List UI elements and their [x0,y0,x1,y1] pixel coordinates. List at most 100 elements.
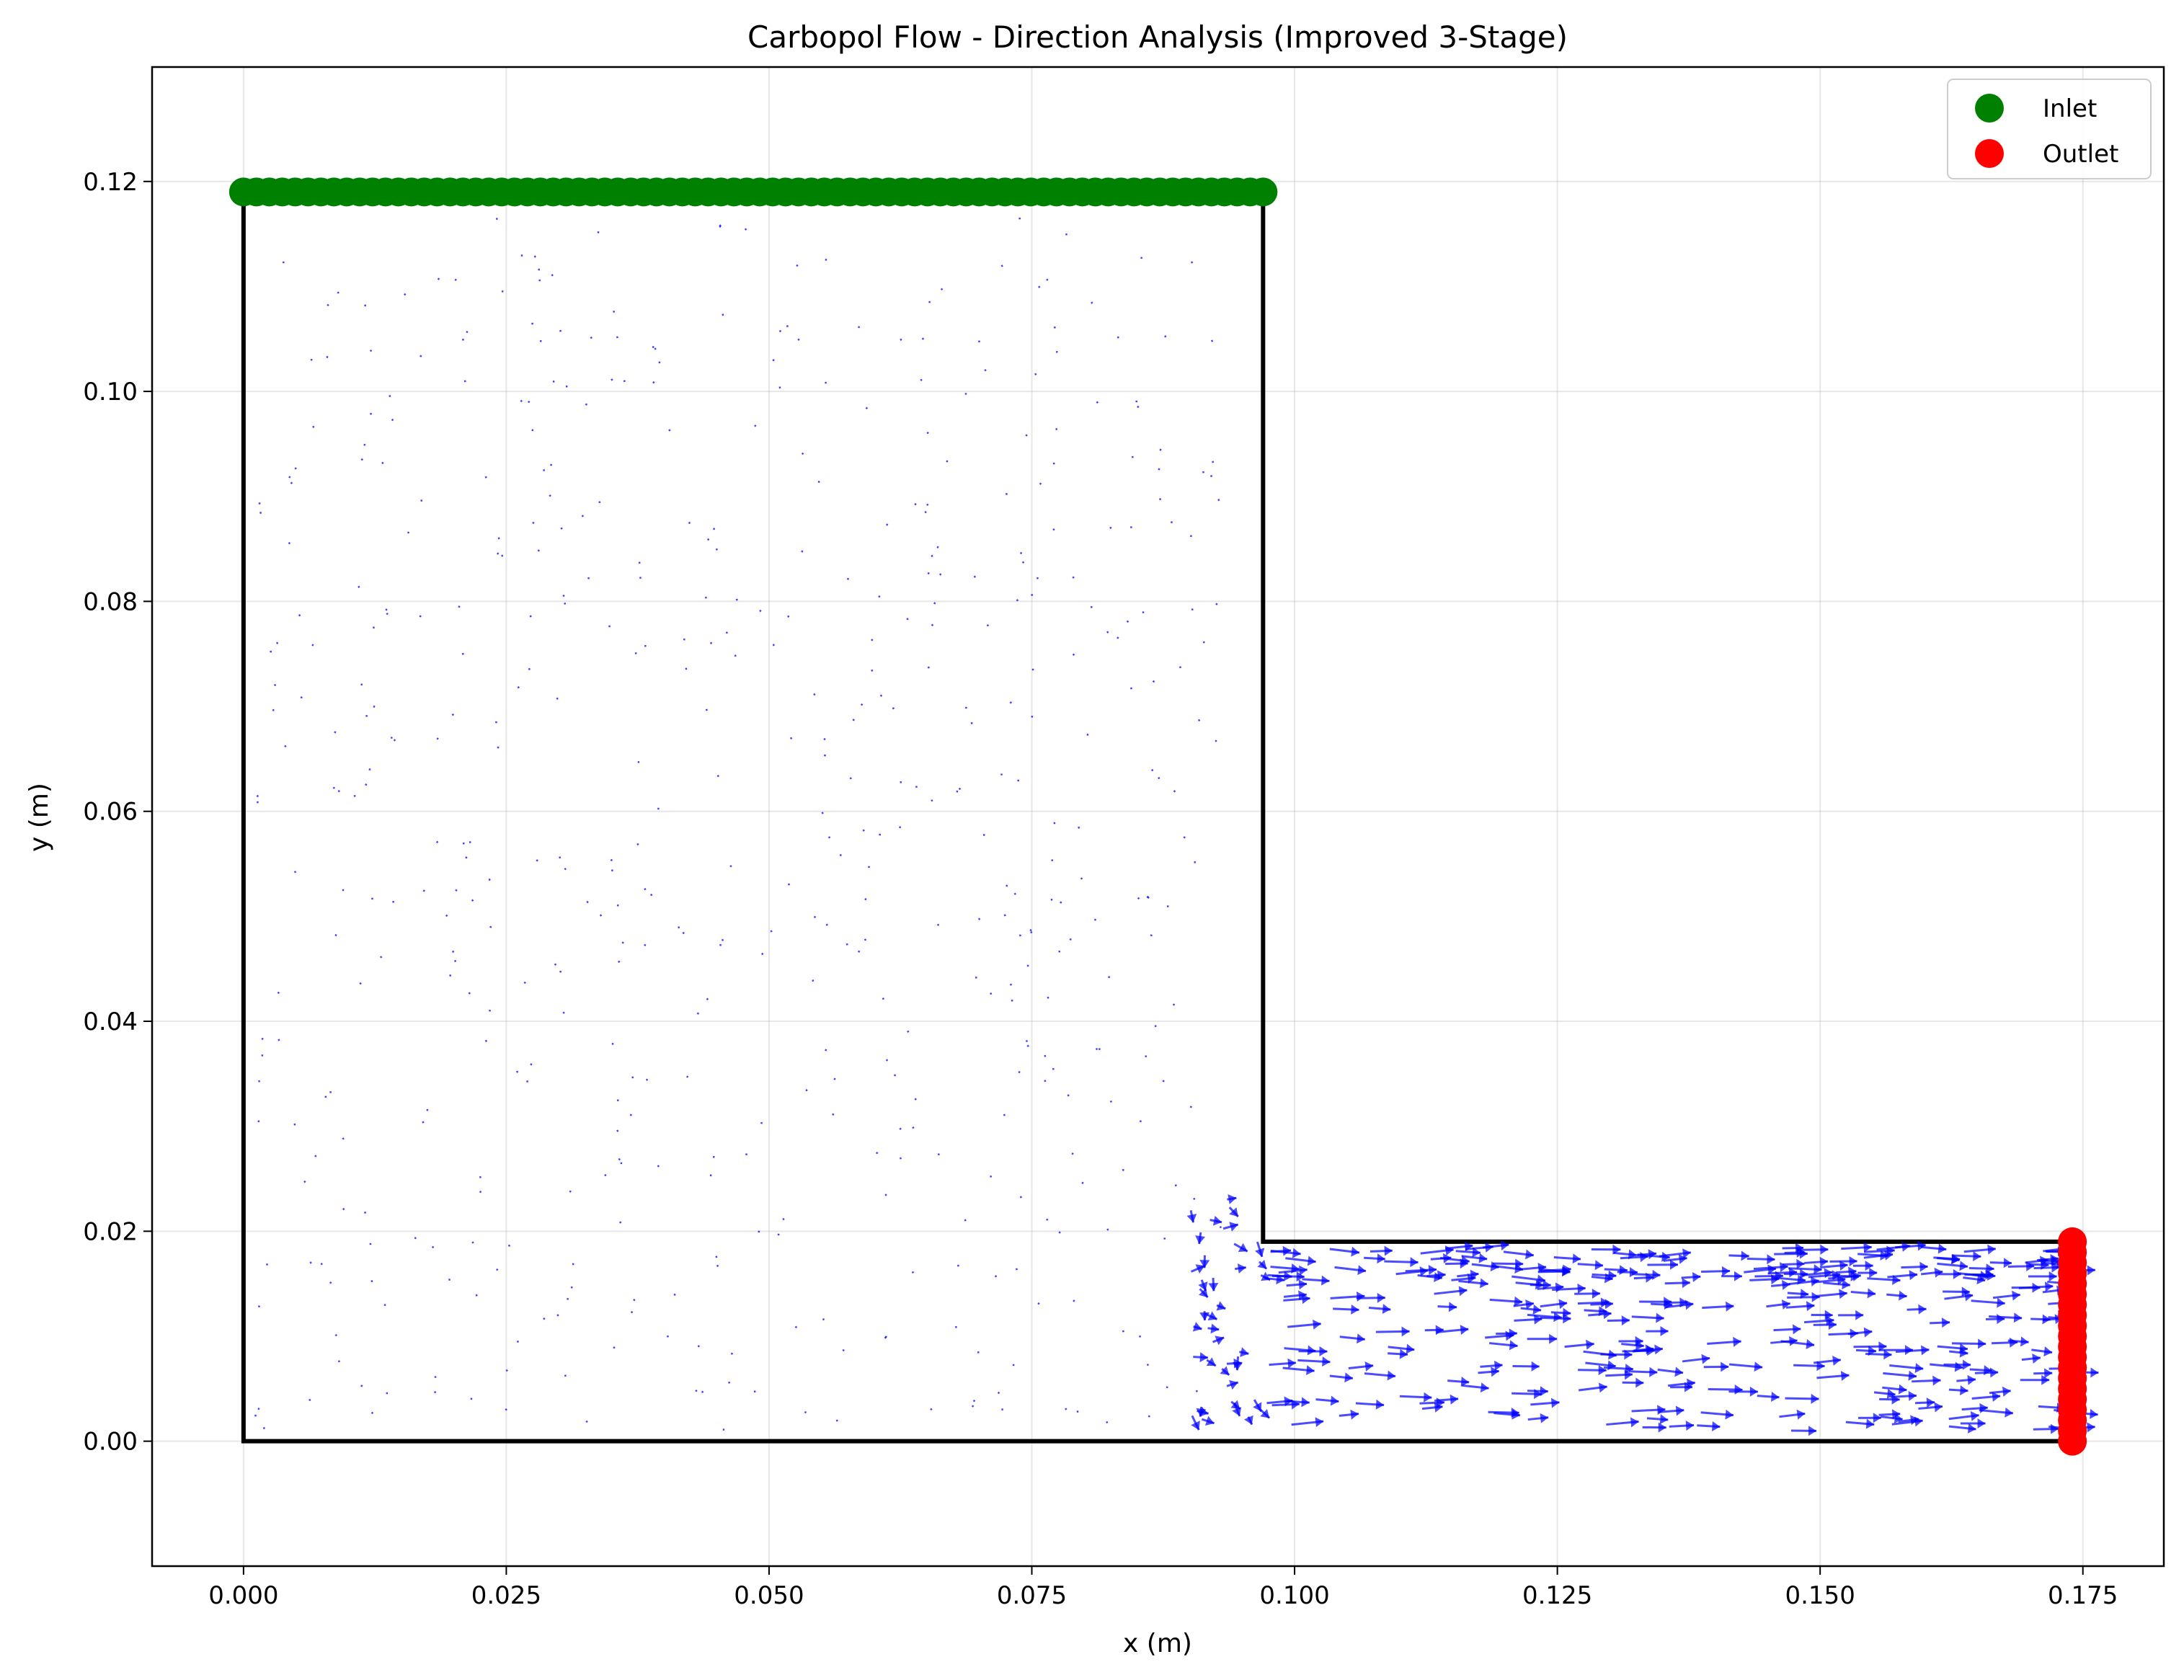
chamber-vector [984,368,987,372]
channel-vector [1857,1250,1888,1261]
chamber-vector [599,914,603,917]
chamber-vector [537,549,541,552]
channel-vector [1960,1418,1986,1429]
vector-head [1908,1370,1917,1381]
chamber-vector [1069,938,1072,941]
vector-shaft [358,585,360,588]
channel-vector [1590,1299,1613,1310]
chamber-vector [1197,719,1201,722]
vector-shaft [1019,1196,1023,1199]
chamber-vector [585,1420,588,1423]
vector-head [1558,1299,1568,1310]
vector-head [1682,1248,1691,1259]
vector-head [1909,1270,1918,1281]
vector-shaft [882,997,884,1000]
chamber-vector [621,941,624,944]
chamber-vector [761,952,764,956]
channel-vector [1631,1312,1664,1323]
vector-shaft [559,856,561,859]
chamber-vector [1173,790,1176,793]
vector-head [1664,1299,1673,1310]
channel-vector [1564,1339,1594,1350]
vector-shaft [871,639,874,641]
channel-vector [1488,1407,1519,1418]
channel-vector [1820,1261,1848,1271]
chamber-vector [666,1335,669,1338]
vector-shaft [414,1237,417,1240]
vector-head [1850,1271,1859,1281]
vector-head [1287,1358,1296,1369]
channel-vector [1430,1253,1452,1263]
vector-head [1464,1241,1473,1252]
vector-head [1435,1325,1444,1335]
channel-vector [1782,1258,1805,1269]
x-tick-label: 0.075 [997,1581,1067,1610]
channel-vector [1226,1379,1239,1390]
chamber-vector [824,754,827,757]
vector-shaft [390,737,393,739]
vector-shaft [719,224,722,227]
vector-shaft [813,693,816,696]
chamber-vector [822,1318,825,1321]
channel-vector [1553,1253,1581,1264]
channel-vector [1811,1310,1833,1320]
vector-shaft [1150,768,1154,772]
chamber-vector [562,1011,565,1014]
chamber-vector [924,511,927,514]
channel-vector [1461,1253,1488,1263]
channel-vector [1835,1266,1857,1277]
channel-vector [1364,1253,1385,1264]
chamber-vector [515,1070,519,1073]
vector-shaft [569,1190,572,1193]
vector-head [1199,1352,1208,1363]
vector-shaft [920,378,923,381]
vector-shaft [1003,1114,1006,1116]
vector-shaft [668,429,671,432]
chamber-vector [526,1080,529,1083]
vector-shaft [673,1293,676,1297]
chamber-vector [701,1390,704,1393]
vector-head [1494,1360,1503,1371]
channel-vector [1196,1406,1207,1417]
chamber-vector [445,914,448,917]
vector-shaft [892,707,895,710]
vector-head [1284,1271,1292,1281]
chamber-vector [549,494,551,497]
chamber-vector [927,572,930,575]
vector-head [1515,1258,1524,1269]
vector-head [1808,1426,1817,1436]
vector-head [1891,1394,1900,1405]
chamber-vector [370,1411,374,1415]
vector-head [1243,1415,1253,1425]
chamber-vector [538,268,541,271]
channel-vector [1208,1278,1219,1292]
vector-head [2087,1422,2095,1433]
channel-vector [1828,1328,1858,1339]
vector-shaft [458,605,461,608]
chamber-vector [327,303,329,307]
vector-shaft [471,1241,474,1244]
chamber-vector [1106,1228,1109,1231]
chamber-vector [1148,1415,1150,1418]
vector-head [1319,1346,1328,1357]
channel-vector [1665,1299,1694,1310]
chamber-vector [360,458,363,461]
vector-shaft [858,326,861,329]
channel-vector [1918,1402,1943,1413]
vector-head [1850,1328,1858,1339]
vector-shaft [706,538,710,541]
channel-vector [1845,1418,1875,1429]
channel-vector [1906,1304,1927,1315]
chamber-vector [549,463,553,466]
channel-vector [1267,1271,1292,1281]
vector-shaft [812,979,814,982]
vector-shaft [365,783,368,786]
chamber-vector [373,626,375,629]
channel-vector [2007,1261,2035,1271]
channel-vector [2021,1354,2041,1364]
vector-shaft [1140,257,1143,259]
legend-label-inlet: Inlet [2043,94,2097,123]
vector-shaft [1197,719,1201,722]
chamber-vector [876,1152,879,1155]
chamber-vector [507,1244,511,1247]
